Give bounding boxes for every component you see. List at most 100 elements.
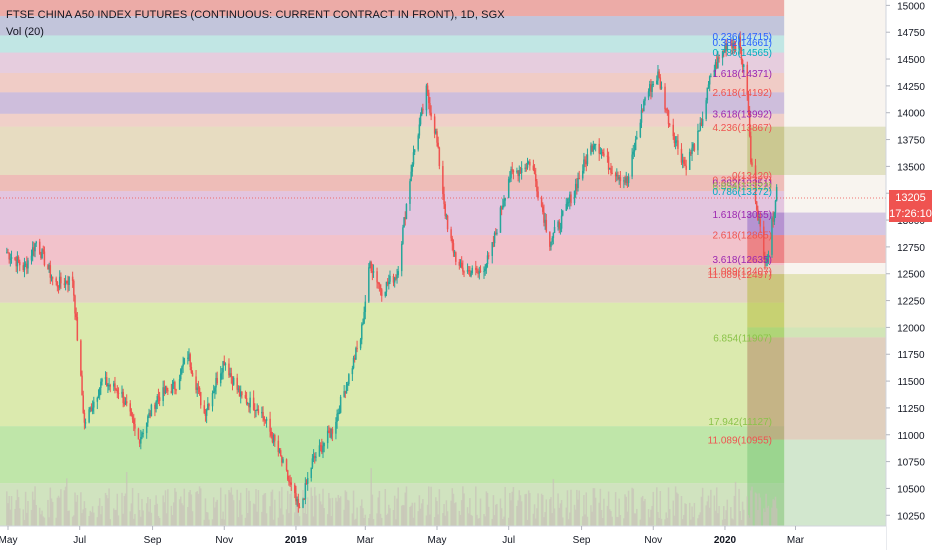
volume-bar (288, 513, 290, 526)
volume-bar (600, 510, 603, 526)
volume-bar (219, 487, 222, 526)
volume-bar (196, 491, 198, 526)
volume-bar (212, 497, 215, 526)
fib-zone (0, 191, 785, 236)
volume-bar (252, 503, 255, 526)
volume-bar (450, 500, 452, 526)
candle-body (191, 372, 194, 377)
candle-body (189, 354, 191, 367)
fib-zone (0, 0, 785, 17)
volume-bar (569, 512, 571, 526)
volume-bar (113, 508, 115, 526)
candle-body (616, 175, 618, 177)
candle-body (641, 110, 644, 112)
candle-body (252, 397, 255, 410)
volume-bar (692, 516, 694, 526)
volume-bar (214, 507, 216, 526)
volume-bar (469, 498, 471, 526)
volume-bar (328, 492, 330, 526)
candle-body (693, 144, 696, 151)
candle-body (17, 257, 20, 262)
candle-body (80, 340, 82, 376)
volume-bar (631, 487, 633, 526)
volume-bar (255, 489, 257, 526)
volume-bar (265, 513, 268, 526)
volume-bar (19, 508, 21, 526)
time-tick-label: Nov (644, 535, 662, 546)
candle-body (55, 278, 57, 282)
volume-bar (730, 507, 732, 526)
volume-bar (446, 511, 449, 526)
candle-body (329, 433, 331, 438)
volume-bar (26, 512, 28, 526)
volume-bar (428, 486, 430, 526)
volume-bar (518, 490, 521, 526)
volume-bar (402, 504, 404, 526)
last-price-tag: 13205 (889, 190, 932, 207)
candle-body (256, 409, 258, 411)
candle-body (764, 255, 766, 263)
volume-bar (256, 511, 258, 526)
volume-bar (33, 499, 35, 526)
volume-bar (458, 510, 461, 526)
volume-bar (445, 500, 448, 526)
volume-bar (229, 492, 231, 526)
candle-body (574, 183, 577, 191)
candle-body (624, 180, 626, 183)
fib-zone (0, 16, 785, 36)
volume-bar (585, 492, 588, 526)
volume-bar (385, 514, 388, 526)
candle-body (239, 391, 242, 397)
volume-bar (228, 490, 230, 526)
volume-bar (598, 502, 600, 526)
volume-bar (733, 495, 736, 526)
volume-bar (659, 491, 662, 526)
volume-bar (297, 503, 300, 526)
candle-body (460, 262, 463, 268)
volume-bar (141, 498, 143, 526)
candle-body (51, 277, 54, 279)
volume-bar (623, 518, 625, 526)
candle-body (221, 372, 223, 374)
candle-body (601, 151, 604, 154)
candle-body (658, 71, 660, 78)
volume-bar (626, 511, 629, 526)
candle-body (6, 252, 8, 254)
candle-body (105, 377, 108, 387)
volume-bar (484, 516, 486, 526)
volume-indicator-label[interactable]: Vol (20) (6, 26, 44, 38)
candle-body (27, 260, 29, 269)
candle-body (359, 339, 362, 349)
candle-body (697, 130, 699, 151)
candle-body (122, 391, 124, 403)
volume-bar (247, 513, 249, 526)
candle-body (73, 281, 75, 296)
candle-body (15, 259, 17, 267)
volume-bar (107, 498, 109, 526)
volume-bar (145, 503, 148, 526)
fib-label: 3.618(12635) (712, 255, 772, 266)
candle-body (172, 382, 175, 385)
volume-bar (657, 512, 659, 526)
volume-bar (137, 493, 140, 526)
candle-body (125, 401, 128, 404)
candle-body (282, 459, 284, 463)
volume-bar (124, 493, 127, 526)
candle-body (576, 183, 578, 189)
volume-bar (413, 502, 416, 526)
volume-bar (584, 514, 586, 526)
volume-bar (683, 514, 685, 526)
volume-bar (182, 505, 184, 526)
volume-bar (211, 519, 214, 526)
candle-body (335, 421, 337, 434)
candle-body (7, 252, 9, 254)
candle-body (713, 69, 716, 77)
volume-bar (731, 518, 733, 526)
volume-bar (279, 508, 282, 526)
candle-body (104, 377, 107, 380)
volume-bar (15, 500, 17, 526)
candle-body (731, 44, 733, 49)
volume-bar (190, 494, 193, 526)
volume-bar (249, 500, 251, 526)
